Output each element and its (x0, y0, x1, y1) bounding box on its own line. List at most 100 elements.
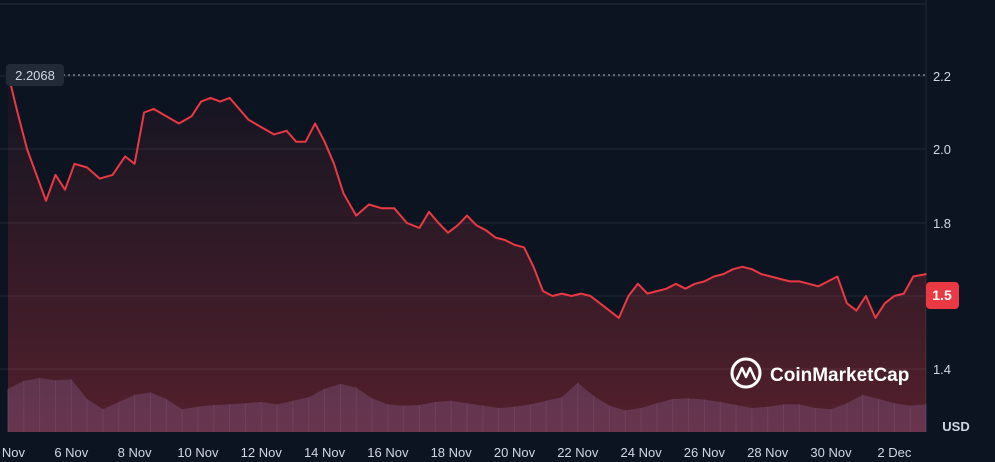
start-price-marker: 2.2068 (6, 64, 64, 86)
price-point (133, 163, 136, 165)
price-point (722, 273, 725, 275)
price-point (561, 292, 563, 295)
x-tick-label: 16 Nov (367, 445, 409, 460)
x-tick-label: 24 Nov (621, 445, 663, 460)
price-point (608, 309, 611, 312)
price-point (86, 166, 88, 169)
y-tick-label: 2.2 (933, 69, 951, 84)
current-price-tag (926, 282, 959, 309)
price-point (406, 222, 408, 224)
x-tick-label: 18 Nov (431, 445, 473, 460)
price-point (238, 108, 240, 110)
price-point (817, 285, 820, 288)
x-tick-label: 12 Nov (241, 445, 283, 460)
x-axis: 4 Nov 6 Nov 8 Nov 10 Nov 12 Nov 14 Nov 16 Nov 1… (0, 445, 912, 460)
price-point (798, 280, 801, 283)
watermark: CoinMarketCap (730, 357, 909, 389)
price-point (314, 122, 316, 125)
currency-label: USD (942, 419, 969, 434)
price-point (912, 275, 915, 278)
price-point (513, 244, 516, 246)
price-point (466, 214, 468, 217)
price-point (393, 207, 395, 209)
x-tick-label: 8 Nov (118, 445, 152, 460)
x-tick-label: 14 Nov (304, 445, 346, 460)
price-point (64, 188, 66, 191)
price-point (342, 192, 345, 195)
price-point (111, 174, 114, 176)
price-point (368, 203, 370, 206)
x-tick-label: 30 Nov (810, 445, 852, 460)
price-point (504, 239, 506, 241)
current-price-badge: 1.5 (926, 282, 959, 309)
price-point (846, 302, 848, 305)
price-point (884, 302, 886, 305)
price-point (827, 280, 829, 283)
price-point (437, 222, 440, 224)
price-point (355, 214, 358, 217)
x-tick-label: 4 Nov (0, 445, 25, 460)
coinmarketcap-logo-icon (730, 357, 762, 389)
price-point (209, 97, 212, 99)
x-tick-label: 28 Nov (747, 445, 789, 460)
x-tick-label: 2 Dec (877, 445, 911, 460)
price-point (855, 309, 858, 312)
price-point (260, 126, 263, 128)
price-point (627, 295, 630, 297)
price-point (178, 122, 180, 125)
price-point (45, 200, 47, 202)
price-point (228, 97, 231, 99)
x-tick-label: 26 Nov (684, 445, 726, 460)
price-point (646, 292, 649, 295)
price-point (73, 163, 76, 165)
price-point (741, 266, 744, 268)
price-point (589, 295, 592, 297)
price-point (779, 278, 782, 280)
price-point (542, 290, 544, 292)
price-point (865, 295, 867, 297)
price-point (637, 283, 639, 285)
price-point (380, 207, 383, 209)
price-area (8, 73, 926, 432)
price-point (456, 224, 459, 227)
price-line (7, 73, 927, 319)
price-point (551, 295, 554, 297)
price-point (836, 275, 839, 278)
price-point (143, 111, 145, 114)
price-point (485, 229, 487, 232)
price-point (323, 140, 326, 143)
price-point (428, 211, 430, 213)
price-point (703, 280, 706, 283)
price-point (475, 224, 478, 227)
price-point (295, 140, 297, 143)
watermark-text: CoinMarketCap (770, 365, 909, 386)
price-point (694, 283, 696, 285)
price-point (675, 283, 677, 285)
price-point (751, 268, 753, 271)
price-point (247, 119, 250, 121)
price-point (665, 287, 668, 290)
price-point (152, 108, 155, 110)
price-point (789, 280, 791, 283)
price-point (760, 273, 763, 275)
price-point (599, 302, 601, 305)
price-point (304, 140, 307, 143)
price-point (165, 115, 168, 117)
price-point (903, 292, 905, 295)
price-point (54, 174, 57, 176)
price-point (618, 317, 620, 319)
y-tick-label: 2.0 (933, 142, 951, 157)
price-point (99, 177, 101, 180)
price-series (7, 72, 927, 319)
x-tick-label: 22 Nov (557, 445, 599, 460)
price-point (124, 155, 126, 158)
price-point (656, 290, 658, 292)
y-axis: 2.2 2.0 1.8 1.4 (933, 69, 951, 377)
price-point (26, 148, 28, 150)
y-tick-label: 1.8 (933, 216, 951, 231)
price-point (684, 287, 687, 290)
price-point (570, 295, 573, 297)
price-point (273, 133, 275, 136)
